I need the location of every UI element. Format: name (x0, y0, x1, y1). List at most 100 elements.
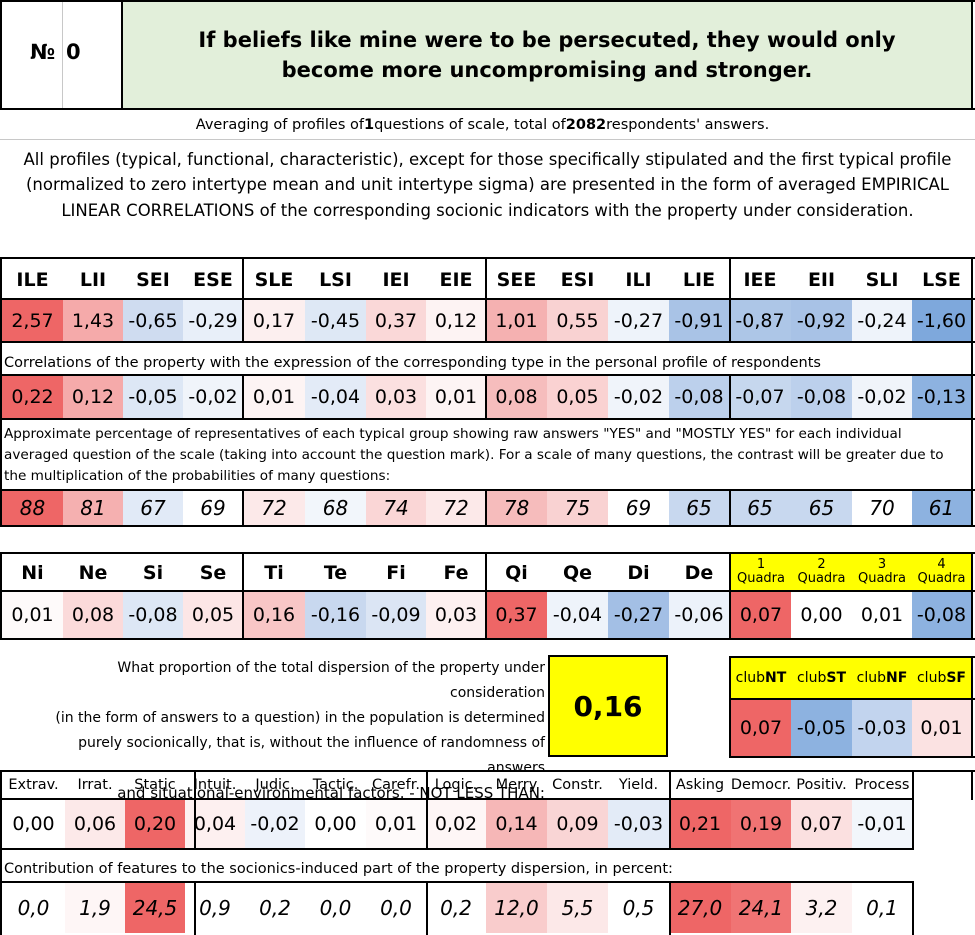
feature-value-merry: 0,14 (486, 800, 547, 848)
type-percentage-esi: 75 (547, 491, 608, 525)
feature-value-judic: -0,02 (245, 800, 305, 848)
feature-contribution-judic: 0,2 (245, 883, 305, 933)
feature-contribution-tactic: 0,0 (305, 883, 366, 933)
type-header-lii: LII (79, 268, 107, 291)
function-value-ni: 0,01 (2, 592, 63, 638)
type-header-see: SEE (496, 268, 537, 291)
type-header-lsi: LSI (319, 268, 352, 291)
type-correlation-eie: 0,01 (426, 376, 486, 418)
dispersion-text: What proportion of the total dispersion … (55, 660, 545, 802)
club-value-nt: 0,07 (731, 700, 791, 756)
feature-value-static: 0,20 (125, 800, 185, 848)
club-header-nf: club NF (852, 658, 912, 698)
function-value-te: -0,16 (305, 592, 366, 638)
type-header-eie: EIE (439, 268, 473, 291)
type-header-ile: ILE (16, 268, 49, 291)
type-correlation-iei: 0,03 (366, 376, 426, 418)
type-percentage-sli: 70 (852, 491, 912, 525)
description: All profiles (typical, functional, chara… (23, 149, 952, 220)
function-header-se: Se (199, 562, 227, 584)
function-value-ti: 0,16 (243, 592, 305, 638)
function-header-fe: Fe (443, 562, 469, 584)
feature-header-judic: Judic. (255, 777, 295, 793)
type-correlation-see: 0,08 (486, 376, 547, 418)
feature-value-logic: 0,02 (426, 800, 486, 848)
respondents-count: 2082 (565, 117, 607, 133)
quadra-value-4: -0,08 (912, 592, 971, 638)
function-header-di: Di (627, 562, 650, 584)
type-header-sli: SLI (865, 268, 899, 291)
summary-line: Averaging of profiles of 1 questions of … (195, 117, 770, 133)
feature-contribution-democr: 24,1 (731, 883, 791, 933)
type-header-sle: SLE (254, 268, 294, 291)
type-correlation-ese: -0,02 (183, 376, 243, 418)
feature-contribution-carefr: 0,0 (366, 883, 426, 933)
type-header-eii: EII (807, 268, 836, 291)
function-header-ni: Ni (21, 562, 44, 584)
feature-value-positiv: 0,07 (791, 800, 852, 848)
feature-header-tactic: Tactic. (312, 777, 359, 793)
type-percentage-iee: 65 (729, 491, 791, 525)
feature-header-constr: Constr. (552, 777, 603, 793)
question-text: If beliefs like mine were to be persecut… (123, 2, 971, 108)
type-percentage-lsi: 68 (305, 491, 366, 525)
feature-value-irrat: 0,06 (65, 800, 125, 848)
function-header-fi: Fi (386, 562, 406, 584)
question-number: № 0 (0, 0, 122, 108)
function-header-te: Te (323, 562, 348, 584)
type-percentage-ese: 69 (183, 491, 243, 525)
feature-header-merry: Merry (495, 777, 538, 793)
feature-contribution-irrat: 1,9 (65, 883, 125, 933)
feature-header-static: Static (134, 777, 176, 793)
feature-contribution-positiv: 3,2 (791, 883, 852, 933)
type-percentage-lie: 65 (669, 491, 729, 525)
feature-value-extrav: 0,00 (2, 800, 65, 848)
club-value-sf: 0,01 (912, 700, 971, 756)
feature-header-asking: Asking (675, 777, 725, 793)
percentage-caption: Approximate percentage of representative… (4, 426, 944, 484)
type-correlation-lie: -0,08 (669, 376, 729, 418)
dispersion-value: 0,16 (548, 655, 668, 757)
feature-value-yield: -0,03 (608, 800, 669, 848)
type-correlation-lsi: -0,04 (305, 376, 366, 418)
questions-count: 1 (363, 117, 375, 133)
feature-header-logic: Logic. (434, 777, 478, 793)
type-correlation-iee: -0,07 (729, 376, 791, 418)
type-typical-lsi: -0,45 (305, 300, 366, 341)
feature-contribution-extrav: 0,0 (2, 883, 65, 933)
feature-header-positiv: Positiv. (796, 777, 847, 793)
type-correlation-sle: 0,01 (243, 376, 305, 418)
type-percentage-see: 78 (486, 491, 547, 525)
function-value-si: -0,08 (123, 592, 183, 638)
type-typical-sle: 0,17 (243, 300, 305, 341)
quadra-header-2: 2 Quadra (791, 554, 852, 590)
function-value-di: -0,27 (608, 592, 669, 638)
feature-value-tactic: 0,00 (305, 800, 366, 848)
type-header-lie: LIE (682, 268, 716, 291)
club-value-nf: -0,03 (852, 700, 912, 756)
type-typical-eii: -0,92 (791, 300, 852, 341)
type-correlation-ili: -0,02 (608, 376, 669, 418)
function-header-si: Si (142, 562, 164, 584)
feature-header-intuit: Intuit. (193, 777, 237, 793)
type-correlation-ile: 0,22 (2, 376, 63, 418)
type-percentage-sle: 72 (243, 491, 305, 525)
type-percentage-ili: 69 (608, 491, 669, 525)
feature-contribution-process: 0,1 (852, 883, 912, 933)
type-header-sei: SEI (136, 268, 170, 291)
feature-contribution-logic: 0,2 (426, 883, 486, 933)
type-typical-eie: 0,12 (426, 300, 486, 341)
type-typical-ese: -0,29 (183, 300, 243, 341)
function-value-qi: 0,37 (486, 592, 547, 638)
type-percentage-ile: 88 (2, 491, 63, 525)
feature-value-carefr: 0,01 (366, 800, 426, 848)
quadra-value-1: 0,07 (731, 592, 791, 638)
type-typical-lie: -0,91 (669, 300, 729, 341)
type-percentage-eii: 65 (791, 491, 852, 525)
type-correlation-sli: -0,02 (852, 376, 912, 418)
feature-header-irrat: Irrat. (77, 777, 113, 793)
type-percentage-iei: 74 (366, 491, 426, 525)
feature-header-carefr: Carefr. (372, 777, 420, 793)
club-header-st: club ST (791, 658, 852, 698)
type-typical-sli: -0,24 (852, 300, 912, 341)
